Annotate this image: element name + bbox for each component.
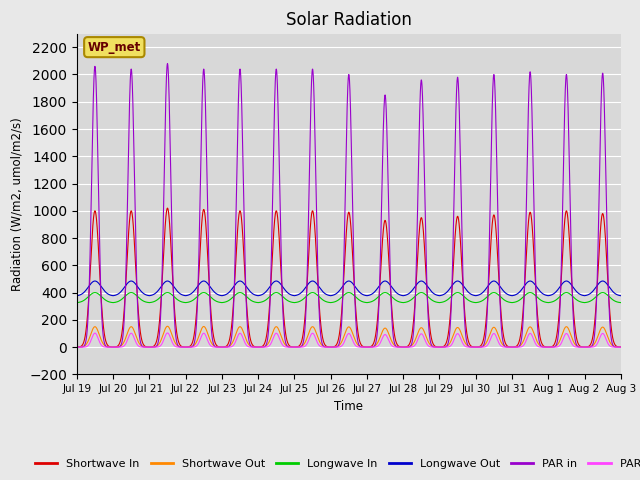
PAR in <box>501 344 509 349</box>
Shortwave In <box>73 344 81 350</box>
Longwave Out <box>617 293 625 299</box>
Longwave In <box>617 300 625 305</box>
PAR out <box>276 338 284 344</box>
Longwave In <box>501 298 509 303</box>
Shortwave Out <box>424 338 432 344</box>
X-axis label: Time: Time <box>334 400 364 413</box>
PAR out <box>615 344 623 350</box>
Shortwave Out <box>276 332 284 337</box>
Shortwave Out <box>189 343 197 349</box>
Longwave Out <box>189 289 197 295</box>
PAR in <box>424 309 432 315</box>
PAR out <box>399 344 407 350</box>
PAR out <box>189 344 197 350</box>
Shortwave Out <box>615 344 623 350</box>
Longwave Out <box>615 292 623 298</box>
PAR in <box>184 344 191 350</box>
Longwave In <box>91 290 99 296</box>
Shortwave Out <box>617 344 625 350</box>
PAR in <box>615 344 623 350</box>
Text: WP_met: WP_met <box>88 41 141 54</box>
Line: PAR in: PAR in <box>77 63 621 347</box>
Shortwave Out <box>184 344 191 350</box>
Longwave Out <box>501 290 509 296</box>
Shortwave In <box>424 303 432 309</box>
PAR out <box>184 344 191 350</box>
Shortwave In <box>276 259 284 265</box>
Longwave In <box>73 300 81 305</box>
Shortwave In <box>184 344 191 350</box>
Shortwave In <box>501 340 509 346</box>
Longwave Out <box>91 278 99 284</box>
PAR in <box>164 60 172 66</box>
Longwave In <box>276 292 284 298</box>
Shortwave In <box>615 344 623 350</box>
PAR out <box>164 330 172 336</box>
Shortwave In <box>617 344 625 350</box>
Longwave Out <box>73 293 81 299</box>
Line: PAR out: PAR out <box>77 333 621 347</box>
Longwave In <box>424 294 431 300</box>
Y-axis label: Radiation (W/m2, umol/m2/s): Radiation (W/m2, umol/m2/s) <box>11 117 24 291</box>
Shortwave Out <box>399 344 407 350</box>
Shortwave In <box>399 344 407 350</box>
PAR in <box>276 224 284 230</box>
PAR out <box>501 344 509 350</box>
Longwave In <box>184 300 191 305</box>
PAR in <box>189 343 197 348</box>
PAR out <box>73 344 81 350</box>
Line: Longwave Out: Longwave Out <box>77 281 621 296</box>
Shortwave In <box>189 337 197 343</box>
PAR out <box>424 343 432 348</box>
PAR in <box>73 344 81 350</box>
Longwave Out <box>276 281 284 287</box>
PAR in <box>399 344 407 350</box>
Shortwave Out <box>73 344 81 350</box>
Longwave In <box>189 297 197 303</box>
Title: Solar Radiation: Solar Radiation <box>286 11 412 29</box>
Longwave In <box>615 300 623 305</box>
Legend: Shortwave In, Shortwave Out, Longwave In, Longwave Out, PAR in, PAR out: Shortwave In, Shortwave Out, Longwave In… <box>31 455 640 474</box>
Line: Shortwave In: Shortwave In <box>77 208 621 347</box>
Longwave Out <box>184 292 191 298</box>
PAR in <box>617 344 625 350</box>
Shortwave Out <box>164 324 172 329</box>
Line: Shortwave Out: Shortwave Out <box>77 326 621 347</box>
Line: Longwave In: Longwave In <box>77 293 621 302</box>
Longwave Out <box>424 284 431 290</box>
PAR out <box>617 344 625 350</box>
Shortwave Out <box>501 344 509 349</box>
Shortwave In <box>164 205 172 211</box>
